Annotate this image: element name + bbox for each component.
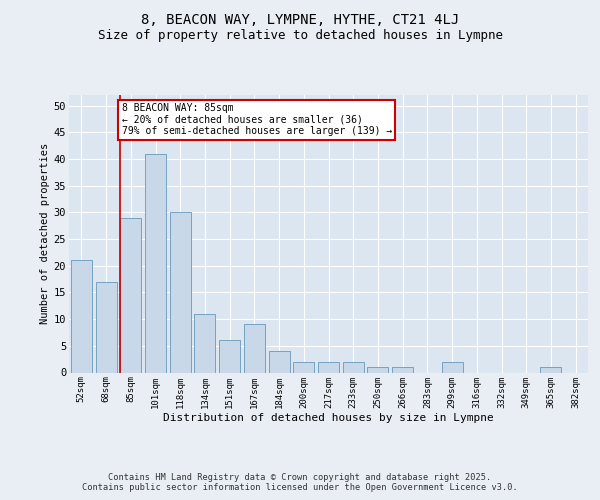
Bar — [194, 314, 215, 372]
Bar — [71, 260, 92, 372]
Bar — [442, 362, 463, 372]
Bar — [120, 218, 141, 372]
Text: 8, BEACON WAY, LYMPNE, HYTHE, CT21 4LJ: 8, BEACON WAY, LYMPNE, HYTHE, CT21 4LJ — [141, 12, 459, 26]
Bar — [269, 351, 290, 372]
Text: Contains HM Land Registry data © Crown copyright and database right 2025.
Contai: Contains HM Land Registry data © Crown c… — [82, 473, 518, 492]
Text: 8 BEACON WAY: 85sqm
← 20% of detached houses are smaller (36)
79% of semi-detach: 8 BEACON WAY: 85sqm ← 20% of detached ho… — [122, 103, 392, 136]
Bar — [293, 362, 314, 372]
Bar — [244, 324, 265, 372]
Bar — [541, 367, 562, 372]
Text: Size of property relative to detached houses in Lympne: Size of property relative to detached ho… — [97, 29, 503, 42]
Bar — [145, 154, 166, 372]
Bar — [170, 212, 191, 372]
Bar — [367, 367, 388, 372]
Bar — [318, 362, 339, 372]
X-axis label: Distribution of detached houses by size in Lympne: Distribution of detached houses by size … — [163, 413, 494, 423]
Bar — [392, 367, 413, 372]
Bar — [219, 340, 240, 372]
Bar — [95, 282, 116, 372]
Y-axis label: Number of detached properties: Number of detached properties — [40, 143, 50, 324]
Bar — [343, 362, 364, 372]
